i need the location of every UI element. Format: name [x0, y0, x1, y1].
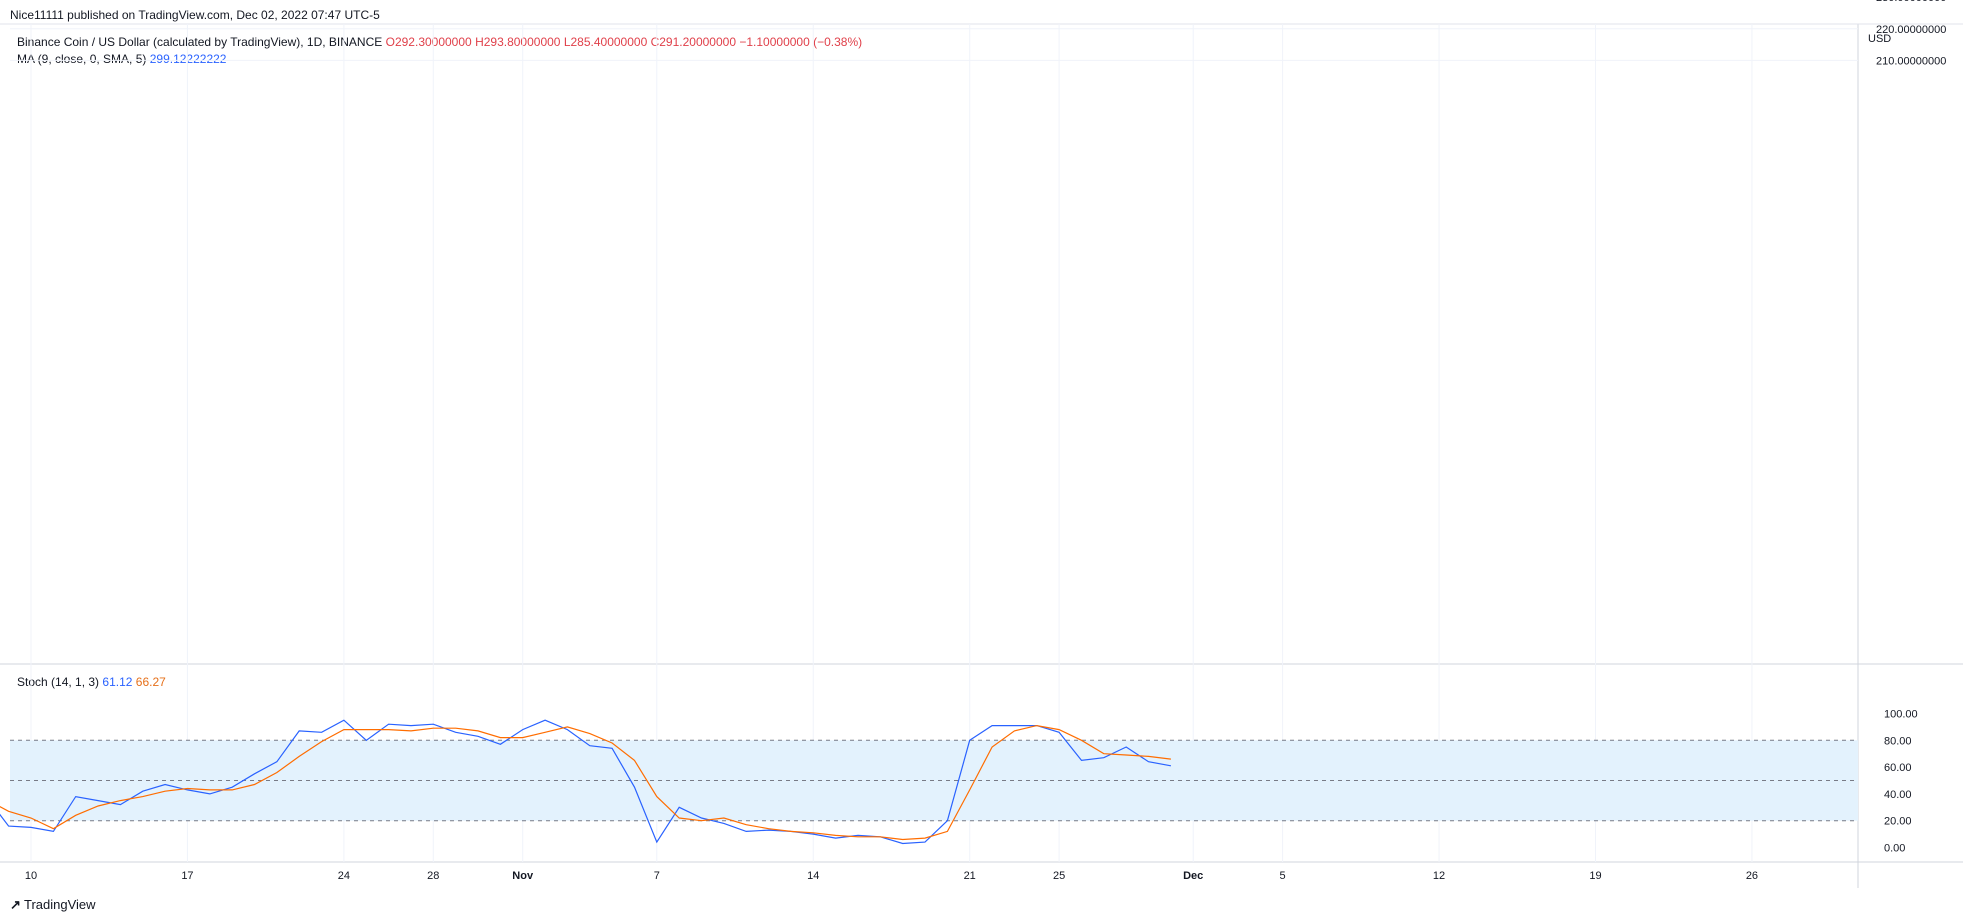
time-tick-label: 5: [1280, 870, 1286, 882]
time-tick-label: 10: [25, 870, 37, 882]
ma-label: MA (9, close, 0, SMA, 5): [17, 52, 147, 66]
price-tick-label: 220.00000000: [1876, 24, 1946, 36]
stoch-tick-label: 40.00: [1884, 789, 1912, 801]
price-tick-label: 230.00000000: [1876, 0, 1946, 4]
stoch-tick-label: 60.00: [1884, 762, 1912, 774]
time-tick-label: 25: [1053, 870, 1065, 882]
stoch-label: Stoch (14, 1, 3): [17, 675, 100, 689]
brand-label: TradingView: [24, 897, 96, 912]
high-value: H293.80000000: [475, 35, 561, 49]
change-value: −1.10000000 (−0.38%): [739, 35, 863, 49]
stoch-tick-label: 20.00: [1884, 816, 1912, 828]
close-value: C291.20000000: [650, 35, 737, 49]
ma-legend: MA (9, close, 0, SMA, 5) 299.12222222: [17, 52, 226, 66]
symbol-title: Binance Coin / US Dollar (calculated by …: [17, 35, 383, 49]
time-tick-label: 14: [807, 870, 819, 882]
time-tick-label: 21: [964, 870, 976, 882]
tradingview-logo[interactable]: ↗ TradingView: [10, 897, 96, 913]
stoch-tick-label: 80.00: [1884, 735, 1912, 747]
currency-label: USD: [1868, 33, 1892, 45]
stoch-d-value: 66.27: [135, 675, 166, 689]
price-grid: [10, 24, 1858, 862]
stoch-tick-label: 0.00: [1884, 843, 1905, 855]
time-tick-label: 28: [427, 870, 439, 882]
tradingview-mark-icon: ↗: [10, 897, 21, 912]
stoch-d-line: [0, 724, 1171, 841]
symbol-legend: Binance Coin / US Dollar (calculated by …: [17, 35, 862, 49]
time-tick-label: Nov: [512, 870, 534, 882]
stoch-tick-label: 100.00: [1884, 709, 1918, 721]
stoch-k-value: 61.12: [102, 675, 133, 689]
time-tick-label: 12: [1433, 870, 1445, 882]
price-tick-label: 210.00000000: [1876, 55, 1946, 67]
open-value: O292.30000000: [385, 35, 472, 49]
publisher-credit: Nice11111 published on TradingView.com, …: [10, 8, 380, 22]
time-tick-label: 24: [338, 870, 350, 882]
time-tick-label: 19: [1589, 870, 1601, 882]
stoch-legend: Stoch (14, 1, 3) 61.12 66.27: [17, 675, 166, 689]
low-value: L285.40000000: [563, 35, 648, 49]
time-tick-label: 17: [181, 870, 193, 882]
time-tick-label: Dec: [1183, 870, 1203, 882]
ma-value: 299.12222222: [149, 52, 227, 66]
time-tick-label: 7: [654, 870, 660, 882]
time-tick-label: 26: [1746, 870, 1758, 882]
